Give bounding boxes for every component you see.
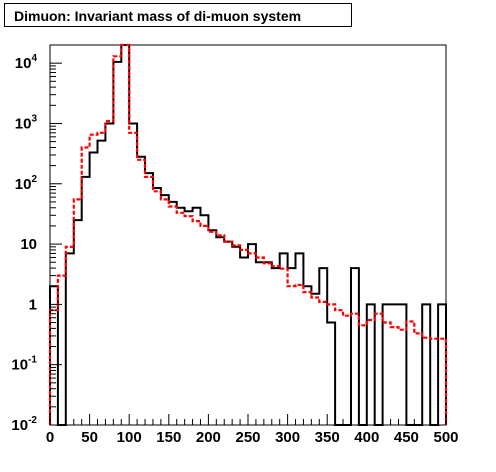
y-tick-label: 104 xyxy=(15,53,38,72)
chart-title: Dimuon: Invariant mass of di-muon system xyxy=(14,8,302,24)
chart-title-box: Dimuon: Invariant mass of di-muon system xyxy=(4,3,352,27)
plot-frame xyxy=(49,44,447,426)
x-tick-label: 350 xyxy=(315,429,340,446)
y-axis: 10-2 10-1 1 10 102 103 104 xyxy=(11,44,62,434)
y-tick-label: 10 xyxy=(20,236,37,253)
x-tick-label: 150 xyxy=(156,429,181,446)
x-tick-label: 500 xyxy=(433,429,458,446)
y-tick-label: 10-2 xyxy=(11,415,37,434)
y-tick-label: 103 xyxy=(15,113,38,132)
x-tick-label: 300 xyxy=(275,429,300,446)
x-tick-label: 200 xyxy=(196,429,221,446)
x-tick-label: 400 xyxy=(354,429,379,446)
histogram-series-1 xyxy=(48,43,448,425)
x-tick-label: 100 xyxy=(117,429,142,446)
x-tick-label: 250 xyxy=(235,429,260,446)
x-axis: 0 50 100 150 200 250 300 350 400 450 500 xyxy=(46,414,459,446)
y-tick-label: 102 xyxy=(15,174,38,193)
x-tick-label: 0 xyxy=(46,429,54,446)
x-tick-label: 50 xyxy=(81,429,98,446)
histogram-series-0 xyxy=(49,44,447,426)
x-tick-label: 450 xyxy=(394,429,419,446)
series-layer xyxy=(48,43,448,426)
y-tick-label: 10-1 xyxy=(11,355,37,374)
y-tick-label: 1 xyxy=(29,296,37,313)
